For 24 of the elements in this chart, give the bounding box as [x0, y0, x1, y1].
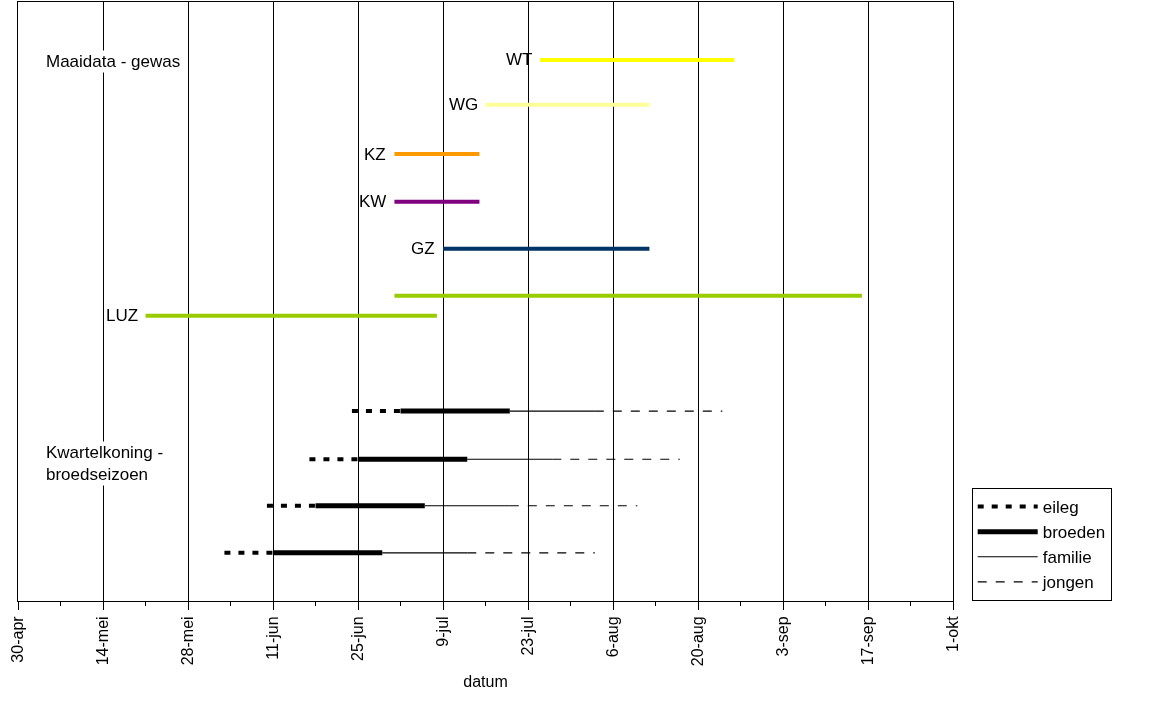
series-label: LUZ: [106, 306, 139, 325]
x-tick-label: 28-mei: [179, 616, 197, 666]
series-label: WG: [449, 95, 479, 114]
x-tick-label: 6-aug: [604, 616, 622, 658]
legend-label: eileg: [1042, 498, 1079, 518]
series-label: KZ: [364, 145, 386, 164]
x-tick-label: 23-jul: [519, 616, 537, 656]
x-tick-label: 3-sep: [774, 616, 792, 657]
legend-label: jongen: [1041, 573, 1094, 593]
series-label: GZ: [411, 239, 435, 258]
x-axis-title: datum: [463, 672, 508, 690]
x-tick-label: 11-jun: [264, 616, 282, 660]
x-tick-label: 1-okt: [944, 615, 962, 652]
x-tick-label: 25-jun: [349, 616, 367, 661]
annotation: Maaidata - gewas: [46, 52, 181, 71]
legend-label: broeden: [1042, 523, 1106, 543]
legend-label: familie: [1042, 548, 1092, 568]
x-tick-label: 9-jul: [434, 616, 452, 647]
x-tick-label: 17-sep: [859, 616, 877, 666]
series-label: KW: [359, 192, 387, 211]
annotation: Kwartelkoning - broedseizoen: [46, 443, 164, 485]
x-tick-label: 30-apr: [9, 615, 27, 663]
x-tick-label: 14-mei: [94, 616, 112, 666]
x-tick-label: 20-aug: [689, 616, 707, 667]
